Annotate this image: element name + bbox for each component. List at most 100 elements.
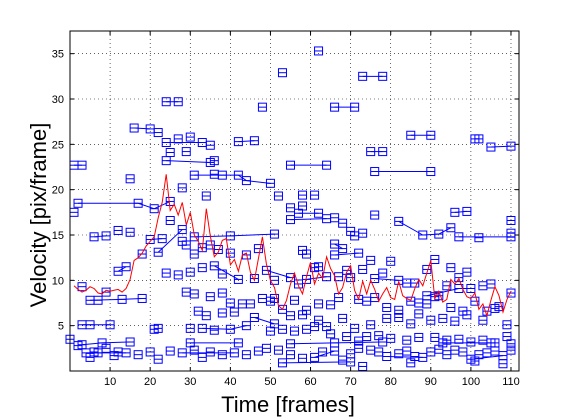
velocity-marker	[217, 308, 227, 318]
velocity-marker	[93, 348, 103, 358]
velocity-marker	[462, 267, 472, 277]
velocity-marker	[201, 311, 211, 321]
velocity-marker	[446, 263, 456, 273]
velocity-marker	[165, 346, 175, 356]
velocity-marker	[354, 343, 364, 353]
velocity-marker	[285, 215, 295, 225]
velocity-marker	[406, 130, 416, 140]
velocity-marker	[213, 245, 223, 255]
velocity-marker	[241, 350, 251, 360]
grid-lines	[70, 31, 519, 371]
velocity-marker	[165, 196, 175, 206]
velocity-marker	[113, 225, 123, 235]
velocity-marker	[470, 356, 480, 366]
velocity-marker	[330, 239, 340, 249]
velocity-marker	[458, 347, 468, 357]
velocity-marker	[153, 128, 163, 138]
velocity-marker	[506, 288, 516, 298]
velocity-marker	[358, 361, 368, 371]
velocity-marker	[314, 46, 324, 56]
velocity-marker	[426, 130, 436, 140]
velocity-marker	[285, 160, 295, 170]
velocity-marker	[462, 206, 472, 216]
velocity-marker	[189, 170, 199, 180]
velocity-marker	[197, 323, 207, 333]
velocity-marker	[185, 323, 195, 333]
track-connector	[386, 355, 423, 358]
velocity-marker	[442, 350, 452, 360]
velocity-marker	[201, 191, 211, 201]
velocity-marker	[233, 338, 243, 348]
velocity-marker	[229, 348, 239, 358]
velocity-marker	[225, 231, 235, 241]
velocity-marker	[486, 142, 496, 152]
velocity-marker	[506, 141, 516, 151]
velocity-marker	[189, 289, 199, 299]
velocity-marker	[430, 332, 440, 342]
y-tick-label: 25	[52, 139, 64, 151]
x-tick-label: 100	[462, 376, 480, 388]
x-tick-label: 10	[104, 376, 116, 388]
velocity-marker	[149, 204, 159, 214]
velocity-marker	[450, 207, 460, 217]
velocity-marker	[261, 265, 271, 275]
velocity-marker	[446, 303, 456, 313]
velocity-marker	[322, 160, 332, 170]
velocity-marker	[418, 230, 428, 240]
velocity-marker	[330, 338, 340, 348]
track-connector	[290, 342, 335, 345]
velocity-marker	[89, 232, 99, 242]
velocity-marker	[414, 309, 424, 319]
velocity-marker	[121, 348, 131, 358]
velocity-marker	[406, 358, 416, 368]
track-connector	[137, 202, 155, 210]
velocity-marker	[366, 147, 376, 157]
velocity-marker	[394, 305, 404, 315]
velocity-marker	[486, 338, 496, 348]
velocity-marker	[137, 293, 147, 303]
velocity-marker	[217, 350, 227, 360]
track-connector	[334, 341, 383, 344]
velocity-marker	[273, 345, 283, 355]
velocity-marker	[97, 338, 107, 348]
velocity-marker	[394, 216, 404, 226]
velocity-marker	[269, 229, 279, 239]
velocity-marker	[454, 273, 464, 283]
x-tick-label: 70	[345, 376, 357, 388]
velocity-marker	[394, 313, 404, 323]
y-tick-label: 5	[58, 321, 64, 333]
velocity-marker	[125, 227, 135, 237]
velocity-marker	[225, 248, 235, 258]
velocity-marker	[506, 345, 516, 355]
velocity-marker	[185, 267, 195, 277]
velocity-marker	[193, 306, 203, 316]
velocity-marker	[173, 134, 183, 144]
velocity-marker	[370, 167, 380, 177]
velocity-marker	[418, 352, 428, 362]
velocity-marker	[161, 156, 171, 166]
track-connector	[314, 350, 335, 358]
velocity-marker	[161, 268, 171, 278]
velocity-marker	[378, 337, 388, 347]
velocity-marker	[330, 250, 340, 260]
velocity-marker	[470, 296, 480, 306]
track-connector	[230, 233, 275, 237]
velocity-marker	[273, 191, 283, 201]
velocity-marker	[330, 102, 340, 112]
velocity-marker	[185, 338, 195, 348]
mean-velocity-line	[73, 174, 512, 318]
velocity-marker	[506, 339, 516, 349]
velocity-marker	[189, 249, 199, 259]
velocity-marker	[298, 353, 308, 363]
velocity-marker	[177, 183, 187, 193]
velocity-marker	[121, 262, 131, 272]
velocity-marker	[285, 311, 295, 321]
velocity-marker	[378, 147, 388, 157]
x-axis-ticks: 10 20 30 40 50 60 70 80 90 100 110	[104, 31, 520, 388]
velocity-marker	[382, 351, 392, 361]
x-tick-label: 90	[425, 376, 437, 388]
velocity-marker	[153, 247, 163, 257]
velocity-marker	[277, 68, 287, 78]
velocity-marker	[233, 137, 243, 147]
